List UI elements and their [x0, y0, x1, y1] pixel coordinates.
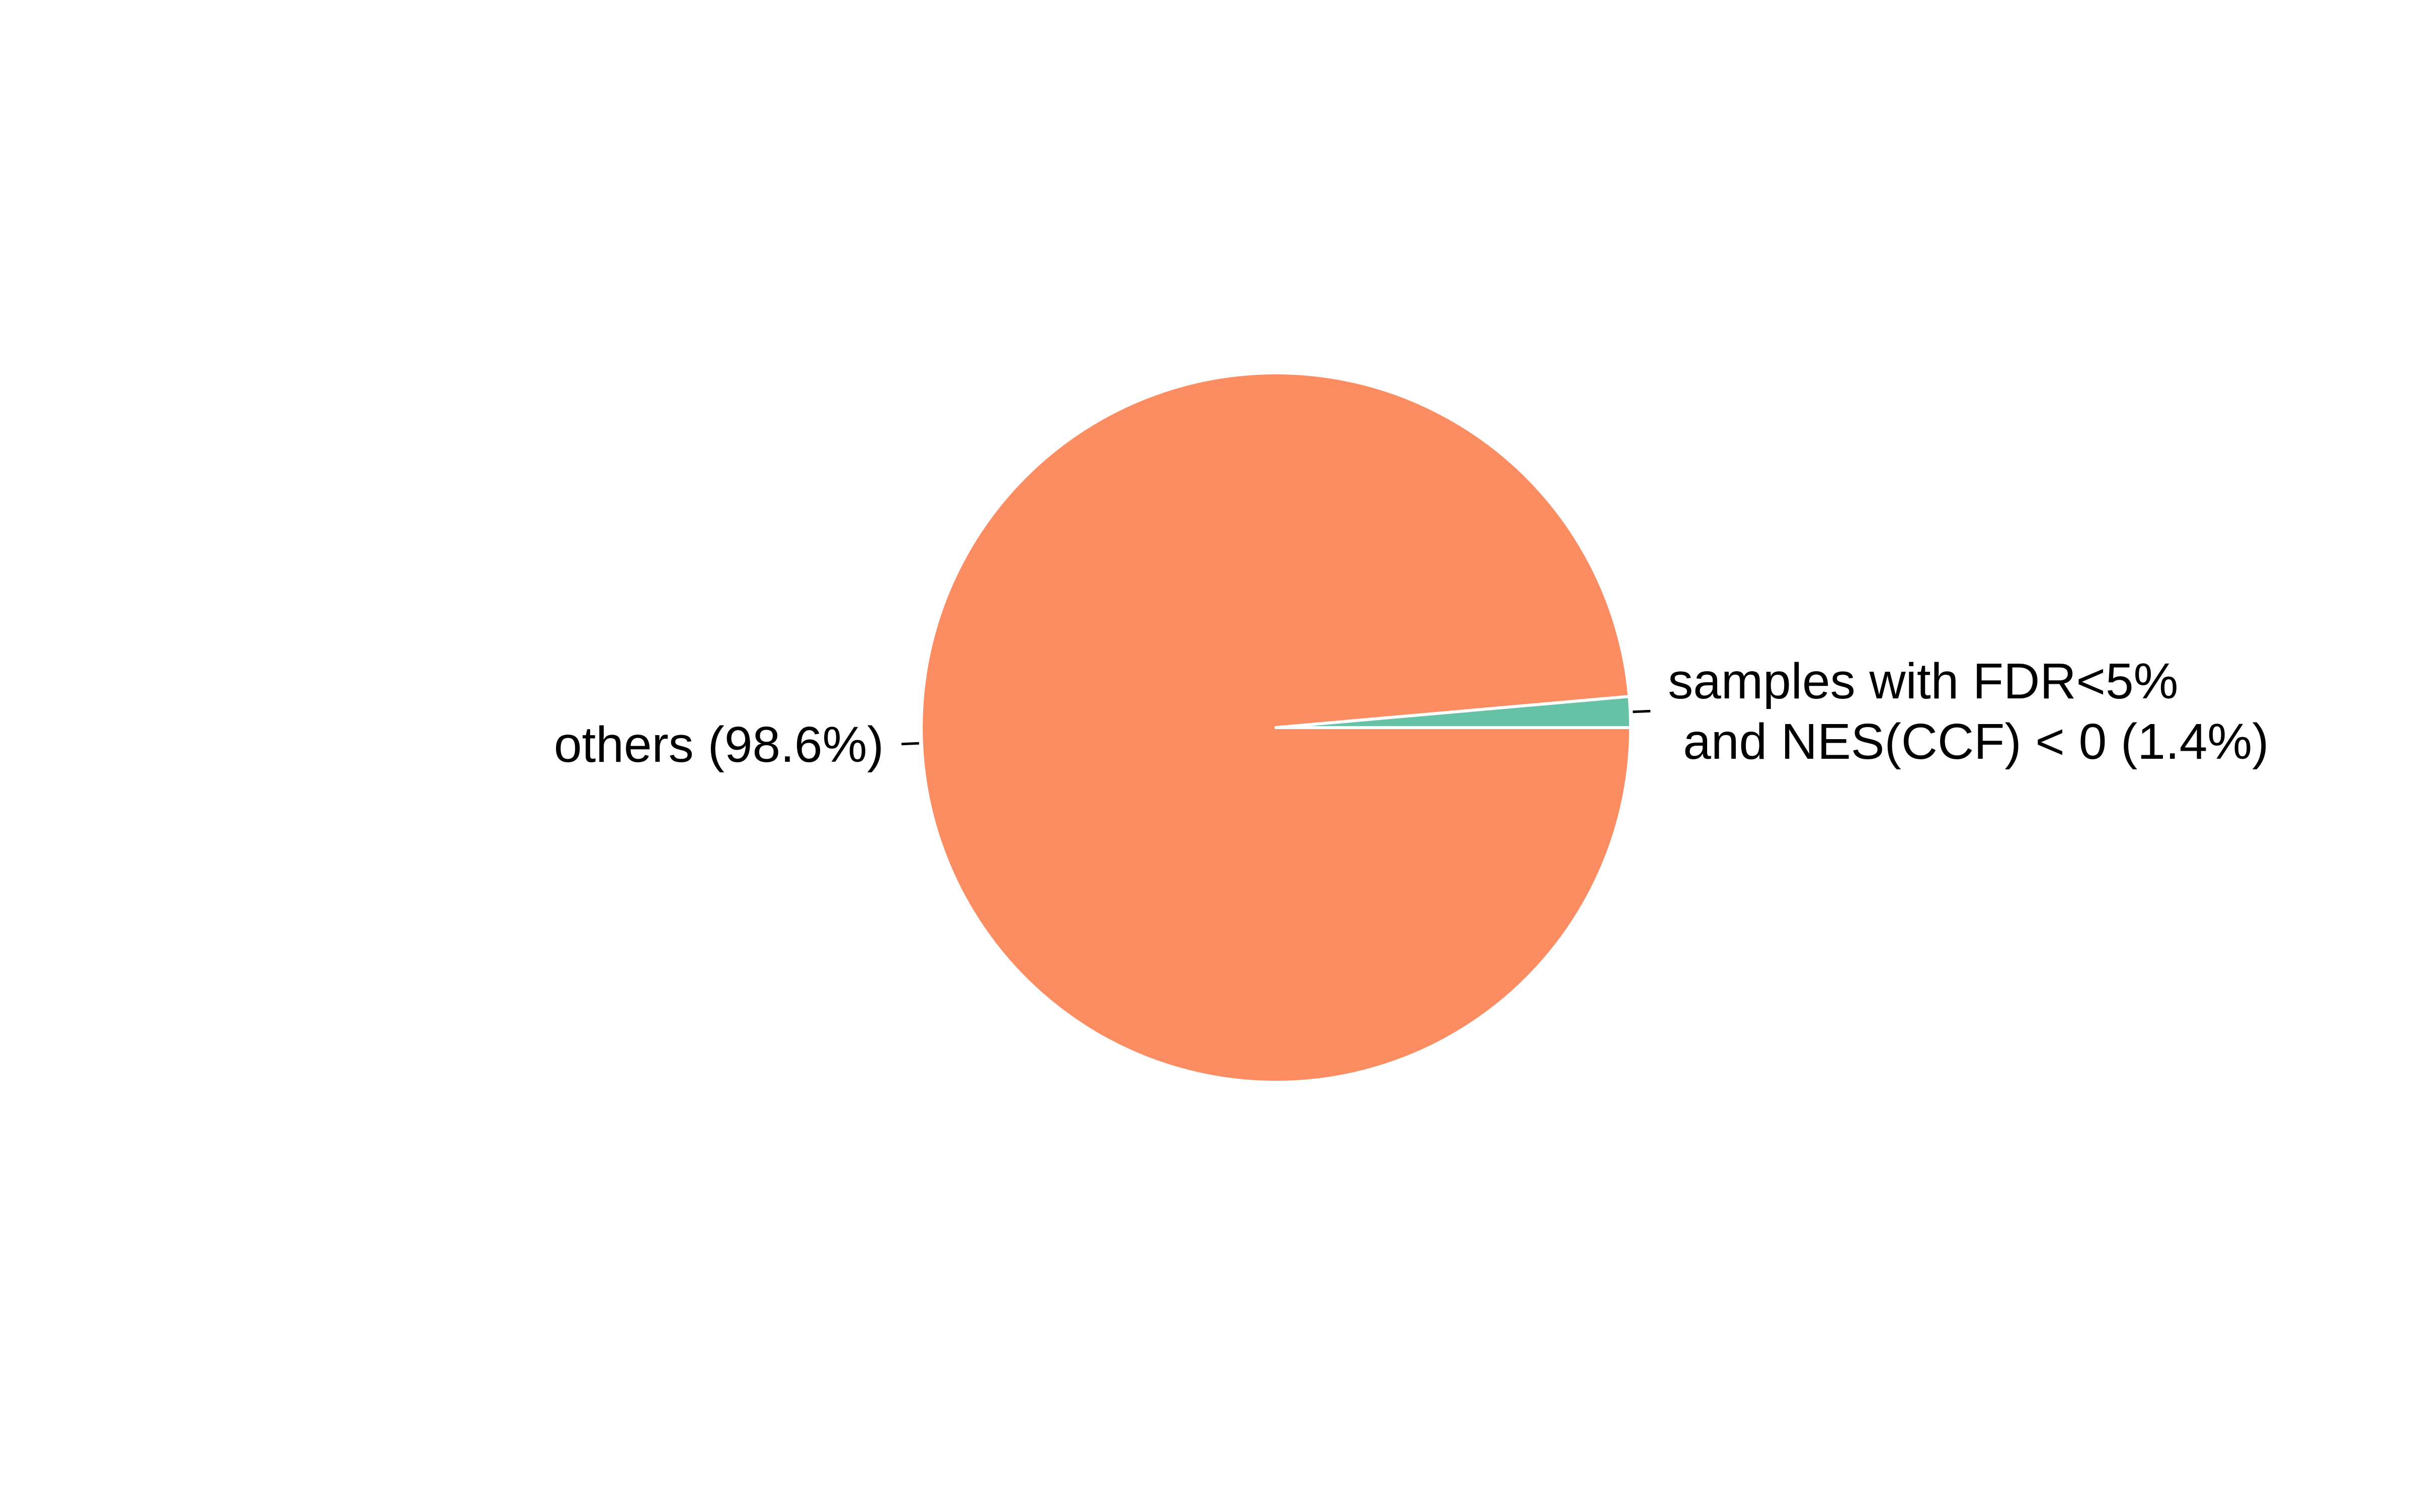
pie-labels: samples with FDR<5% and NES(CCF) < 0 (1.4… [554, 653, 2269, 773]
pie-label-0: samples with FDR<5% and NES(CCF) < 0 (1.4… [1668, 653, 2269, 770]
pie-slices [920, 371, 1632, 1084]
pie-label-1-line-0: others (98.6%) [554, 717, 884, 773]
pie-slice-1 [920, 371, 1632, 1084]
pie-label-0-line-0: samples with FDR<5% [1668, 653, 2178, 709]
pie-label-0-line-1: and NES(CCF) < 0 (1.4%) [1683, 713, 2269, 770]
pie-label-tick-0 [1633, 709, 1651, 713]
pie-label-ticks [901, 709, 1651, 746]
pie-label-1: others (98.6%) [554, 717, 884, 773]
pie-label-tick-1 [901, 742, 919, 746]
